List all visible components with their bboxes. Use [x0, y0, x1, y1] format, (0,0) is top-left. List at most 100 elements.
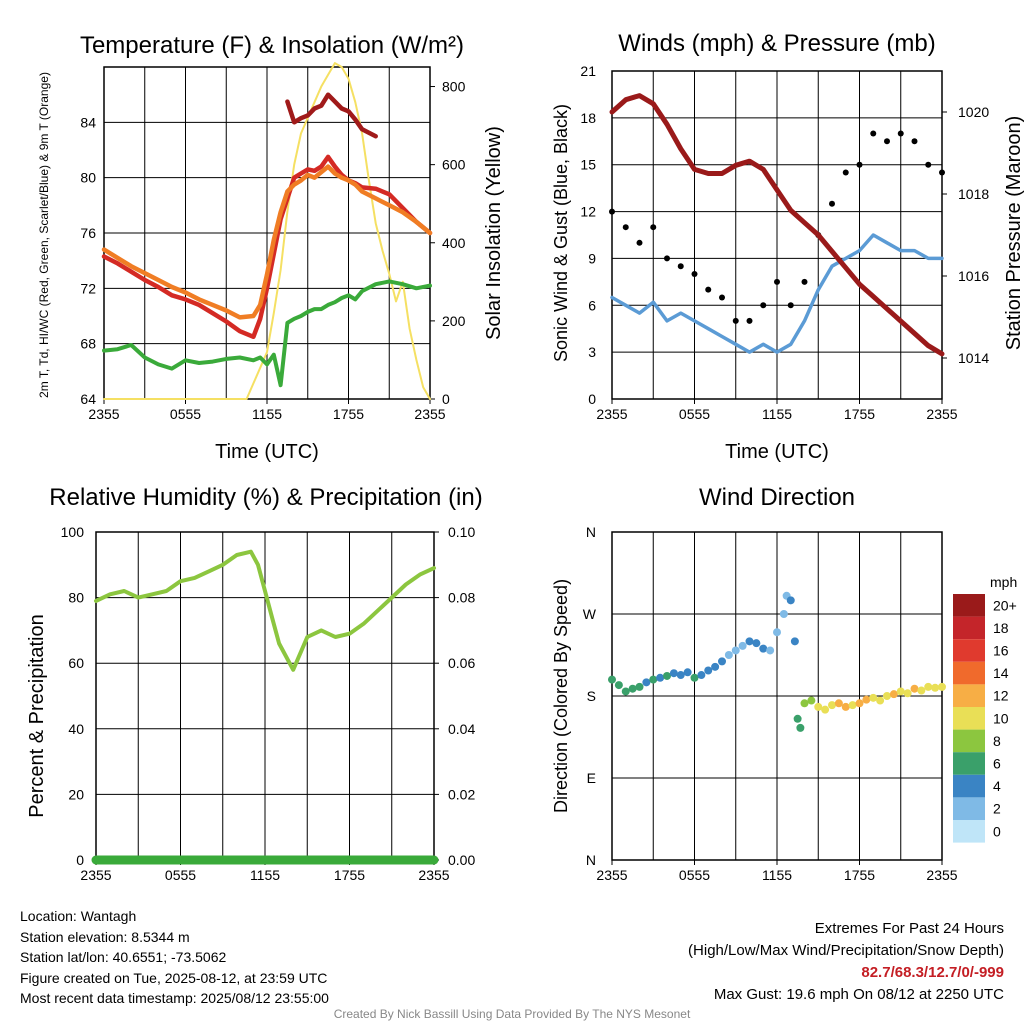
x-tick-label: 2355 [88, 406, 119, 422]
insolation-line [103, 62, 431, 400]
gust-point [884, 138, 890, 145]
humidity-panel: 2355 0555 1155 1755 23550204060801000.000.02… [26, 484, 483, 883]
y-right-tick-label: 400 [442, 235, 466, 251]
legend-swatch [953, 639, 985, 662]
direction-point [745, 637, 754, 646]
gust-point [925, 161, 932, 168]
direction-point [790, 637, 799, 646]
chart-title: Relative Humidity (%) & Precipitation (i… [49, 484, 482, 511]
y-tick-label: 6 [588, 297, 596, 313]
direction-point [628, 684, 637, 693]
gust-point [787, 302, 794, 309]
legend-swatch [953, 820, 985, 843]
legend-swatch [953, 774, 985, 798]
direction-point [834, 699, 843, 708]
legend-swatch [953, 729, 985, 753]
sonic-wind-line [610, 233, 944, 354]
direction-point [938, 682, 946, 691]
x-tick-label: 2355 [596, 867, 627, 883]
legend-label: 12 [993, 688, 1009, 704]
direction-point [786, 596, 795, 605]
y-tick-label: 9 [588, 250, 596, 266]
y-right-tick-label: 0.04 [448, 721, 475, 737]
legend-label: 18 [993, 620, 1009, 636]
y-tick-label: 21 [580, 63, 596, 79]
gust-point [870, 130, 877, 137]
y-tick-label: S [587, 688, 596, 704]
direction-point [656, 673, 665, 682]
y-tick-label: 40 [68, 721, 84, 737]
direction-point [889, 690, 898, 699]
station-pressure-line [609, 93, 945, 357]
direction-point [697, 671, 706, 680]
y-right-tick-label: 0.08 [448, 590, 475, 606]
y-right-tick-label: 0.00 [448, 852, 475, 868]
direction-point [614, 681, 623, 690]
chart-title: Temperature (F) & Insolation (W/m²) [80, 32, 464, 59]
direction-point [828, 701, 836, 710]
direction-point [759, 644, 768, 653]
direction-point [724, 651, 733, 659]
direction-point [690, 673, 699, 682]
direction-point [642, 678, 651, 687]
legend-label: 6 [993, 756, 1001, 772]
chart-title: Wind Direction [699, 484, 855, 511]
temperature-panel: 2355 0555 1155 1755 235564687276808402004006… [37, 32, 505, 463]
y-tick-label: E [587, 770, 596, 786]
extremes-title: Extremes For Past 24 Hours [814, 920, 1004, 937]
x-tick-label: 1755 [334, 867, 365, 883]
x-tick-label: 1155 [252, 406, 282, 422]
series-line-hi-wc [285, 92, 378, 139]
y-axis-label: 2m T, Td, HI/WC (Red, Green, Scarlet/Blu… [37, 72, 51, 398]
direction-point [704, 666, 713, 675]
x-tick-label: 2355 [414, 406, 445, 422]
x-tick-label: 1155 [762, 867, 792, 883]
x-tick-label: 1755 [844, 867, 875, 883]
direction-point [869, 693, 878, 702]
x-tick-label: 1755 [844, 406, 875, 422]
gust-point [842, 169, 849, 176]
gust-point [939, 169, 945, 176]
recent-data-text: Most recent data timestamp: 2025/08/12 2… [20, 990, 329, 1006]
series-line-9m-t [101, 164, 433, 320]
latlon-text: Station lat/lon: 40.6551; -73.5062 [20, 949, 227, 965]
x-tick-label: 2355 [926, 406, 957, 422]
extremes-description: (High/Low/Max Wind/Precipitation/Snow De… [688, 942, 1004, 959]
direction-point [841, 702, 850, 711]
direction-point [773, 628, 781, 637]
elevation-text: Station elevation: 8.5344 m [20, 928, 190, 945]
direction-point [910, 684, 919, 693]
extremes-values: 82.7/68.3/12.7/0/-999 [861, 964, 1004, 981]
y-right-tick-label: 200 [442, 313, 466, 329]
y-tick-label: 0 [588, 391, 596, 407]
x-tick-label: 1155 [250, 867, 280, 883]
legend-label: 4 [993, 778, 1001, 794]
y-tick-label: 100 [61, 524, 85, 540]
direction-point [931, 683, 940, 692]
y-tick-label: N [586, 852, 596, 868]
direction-point [779, 610, 788, 618]
y-right-axis-label: Solar Insolation (Yellow) [483, 126, 505, 340]
direction-point [883, 692, 891, 700]
direction-point [855, 699, 864, 708]
gust-point [609, 208, 615, 215]
direction-point [683, 668, 692, 677]
x-axis-label: Time (UTC) [215, 441, 319, 463]
y-right-tick-label: 1018 [958, 186, 989, 202]
winds-panel: 2355 0555 1155 1755 235503691215182110141016… [551, 30, 1024, 463]
y-tick-label: 80 [80, 170, 96, 186]
max-gust-text: Max Gust: 19.6 mph On 08/12 at 2250 UTC [713, 986, 1004, 1003]
x-tick-label: 0555 [165, 867, 196, 883]
x-axis-label: Time (UTC) [725, 441, 829, 463]
y-axis-label: Sonic Wind & Gust (Blue, Black) [551, 104, 571, 362]
direction-point [793, 714, 802, 723]
x-tick-label: 0555 [679, 867, 710, 883]
x-tick-label: 0555 [170, 406, 201, 422]
legend-label: 14 [993, 665, 1009, 681]
y-right-tick-label: 800 [442, 79, 466, 95]
direction-point [876, 696, 885, 705]
direction-point [924, 682, 933, 691]
gust-point [732, 317, 739, 324]
y-tick-label: 0 [76, 852, 84, 868]
